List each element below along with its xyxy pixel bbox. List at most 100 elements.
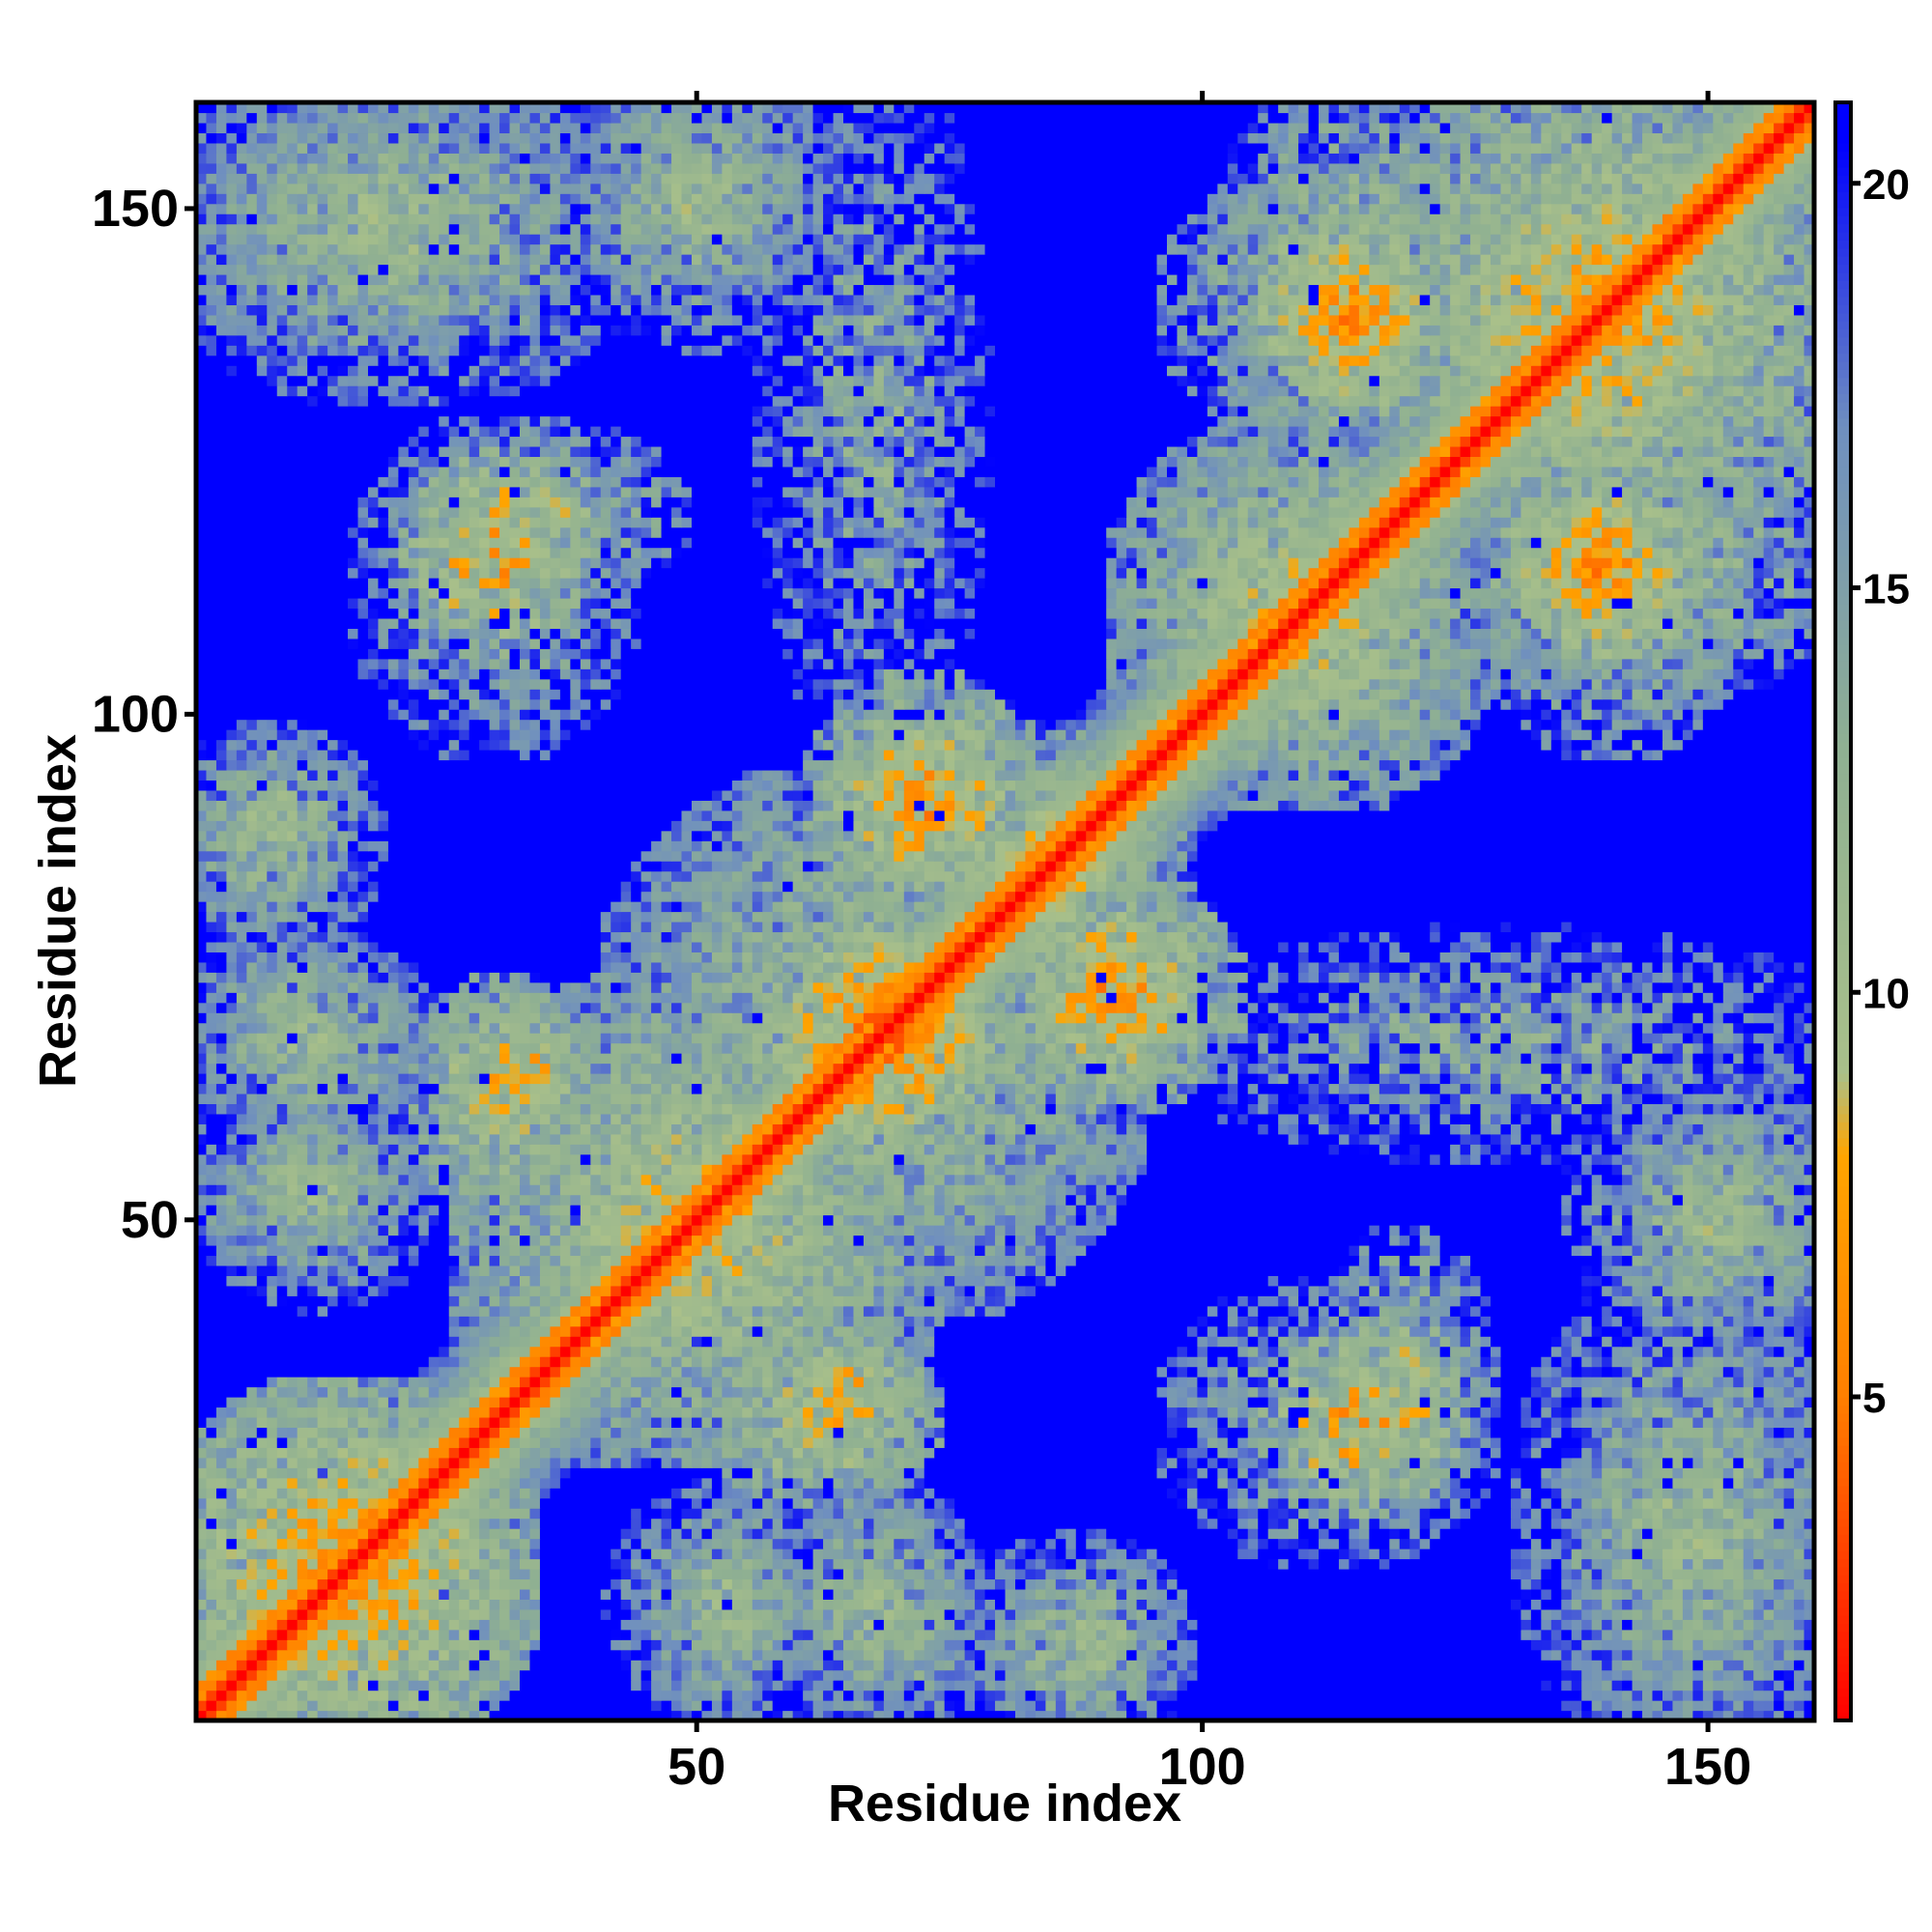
heatmap-cell bbox=[1055, 1528, 1066, 1540]
heatmap-cell bbox=[934, 1316, 946, 1327]
heatmap-cell bbox=[833, 1397, 844, 1408]
heatmap-cell bbox=[1095, 1528, 1107, 1540]
heatmap-cell bbox=[1298, 1397, 1310, 1408]
heatmap-cell bbox=[327, 1377, 349, 1388]
heatmap-cell bbox=[823, 1295, 835, 1307]
heatmap-cell bbox=[752, 1386, 763, 1398]
heatmap-cell bbox=[1774, 1477, 1785, 1489]
heatmap-cell bbox=[479, 1447, 491, 1459]
heatmap-cell bbox=[1399, 1436, 1410, 1448]
heatmap-cell bbox=[1591, 1588, 1603, 1600]
heatmap-cell bbox=[1399, 1497, 1410, 1509]
heatmap-cell bbox=[863, 1467, 875, 1479]
heatmap-cell bbox=[1520, 1599, 1532, 1610]
heatmap-cell bbox=[276, 1588, 288, 1600]
heatmap-cell bbox=[448, 1427, 460, 1438]
heatmap-cell bbox=[611, 1316, 622, 1327]
heatmap-cell bbox=[1369, 1528, 1390, 1540]
heatmap-cell bbox=[752, 1447, 763, 1459]
heatmap-cell bbox=[923, 1497, 935, 1509]
heatmap-cell bbox=[651, 1497, 663, 1509]
heatmap-cell bbox=[1147, 1548, 1158, 1560]
heatmap-cell bbox=[1702, 1397, 1714, 1408]
heatmap-cell bbox=[1177, 1568, 1512, 1580]
heatmap-cell bbox=[520, 1669, 632, 1681]
heatmap-cell bbox=[975, 1608, 986, 1620]
heatmap-cell bbox=[1267, 1316, 1279, 1327]
heatmap-cell bbox=[722, 1467, 733, 1479]
heatmap-cell bbox=[1450, 1518, 1462, 1529]
heatmap-cell bbox=[398, 1386, 410, 1398]
heatmap-cell bbox=[459, 1305, 470, 1317]
heatmap-cell bbox=[1722, 1680, 1734, 1691]
heatmap-cell bbox=[1571, 1497, 1582, 1509]
heatmap-cell bbox=[944, 1397, 1168, 1408]
heatmap-cell bbox=[1722, 1416, 1734, 1429]
heatmap-cell bbox=[1611, 1599, 1623, 1610]
heatmap-cell bbox=[762, 1336, 774, 1348]
heatmap-cell bbox=[1399, 1447, 1410, 1459]
heatmap-cell bbox=[812, 1548, 824, 1560]
heatmap-cell bbox=[742, 1366, 753, 1378]
heatmap-cell bbox=[479, 1488, 491, 1499]
heatmap-cell bbox=[611, 1336, 622, 1348]
heatmap-cell bbox=[1743, 1316, 1754, 1327]
heatmap-cell bbox=[1369, 1488, 1380, 1499]
heatmap-cell bbox=[469, 1669, 480, 1681]
heatmap-cell bbox=[1147, 1680, 1158, 1691]
heatmap-cell bbox=[398, 1416, 410, 1429]
heatmap-cell bbox=[387, 1538, 399, 1549]
heatmap-cell bbox=[611, 1346, 622, 1357]
heatmap-cell bbox=[307, 1649, 319, 1661]
heatmap-cell bbox=[873, 1568, 885, 1580]
heatmap-cell bbox=[469, 1336, 480, 1348]
heatmap-cell bbox=[1763, 1366, 1775, 1378]
heatmap-cell bbox=[903, 1629, 915, 1640]
heatmap-cell bbox=[387, 1377, 399, 1388]
heatmap-cell bbox=[863, 1377, 875, 1388]
heatmap-cell bbox=[600, 1416, 611, 1429]
heatmap-cell bbox=[1319, 1427, 1330, 1438]
heatmap-cell bbox=[408, 1538, 419, 1549]
heatmap-cell bbox=[762, 1599, 774, 1610]
heatmap-cell bbox=[287, 1457, 298, 1468]
heatmap-cell bbox=[631, 1366, 642, 1378]
heatmap-cell bbox=[1055, 1700, 1066, 1712]
heatmap-cell bbox=[1419, 1316, 1431, 1327]
heatmap-cell bbox=[812, 1336, 824, 1348]
heatmap-cell bbox=[1804, 1316, 1815, 1327]
heatmap-cell bbox=[873, 1578, 885, 1590]
heatmap-cell bbox=[731, 1660, 743, 1671]
heatmap-cell bbox=[1632, 1649, 1643, 1661]
heatmap-cell bbox=[1358, 1508, 1370, 1520]
heatmap-cell bbox=[1622, 1336, 1634, 1348]
heatmap-cell bbox=[1419, 1548, 1512, 1560]
heatmap-cell bbox=[1561, 1497, 1573, 1509]
heatmap-cell bbox=[276, 1528, 288, 1540]
heatmap-cell bbox=[520, 1316, 531, 1327]
heatmap-cell bbox=[489, 1528, 500, 1540]
heatmap-cell bbox=[1106, 1669, 1118, 1681]
heatmap-cell bbox=[1439, 1477, 1451, 1489]
heatmap-cell bbox=[1389, 1427, 1401, 1438]
heatmap-cell bbox=[1692, 1377, 1704, 1388]
heatmap-cell bbox=[1045, 1669, 1057, 1681]
heatmap-cell bbox=[539, 1518, 632, 1529]
heatmap-cell bbox=[731, 1406, 743, 1418]
heatmap-cell bbox=[833, 1508, 844, 1520]
heatmap-cell bbox=[1702, 1447, 1714, 1459]
heatmap-cell bbox=[550, 1447, 561, 1459]
heatmap-cell bbox=[984, 1608, 996, 1620]
heatmap-cell bbox=[267, 1608, 278, 1620]
heatmap-cell bbox=[883, 1528, 895, 1540]
heatmap-cell bbox=[894, 1457, 905, 1468]
heatmap-cell bbox=[611, 1639, 622, 1651]
heatmap-cell bbox=[428, 1608, 440, 1620]
heatmap-cell bbox=[1702, 1660, 1714, 1671]
heatmap-cell bbox=[752, 1578, 763, 1590]
heatmap-cell bbox=[1470, 1305, 1482, 1317]
heatmap-cell bbox=[1783, 1427, 1795, 1438]
heatmap-cell bbox=[529, 1488, 541, 1499]
heatmap-cell bbox=[297, 1436, 308, 1448]
heatmap-cell bbox=[1258, 1406, 1269, 1418]
